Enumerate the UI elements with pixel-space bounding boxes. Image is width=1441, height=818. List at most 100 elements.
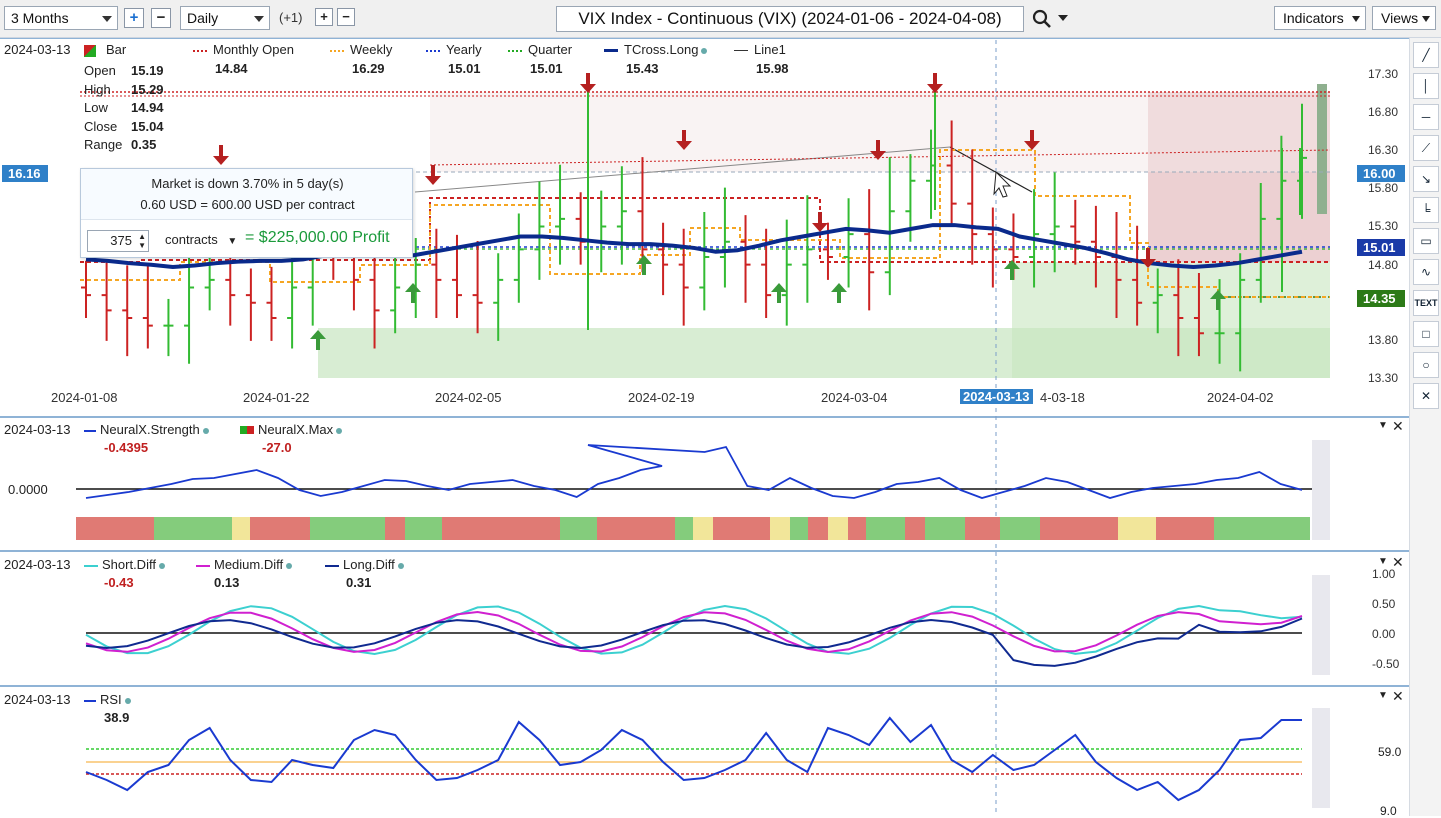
comment-icon[interactable]: ▭: [1413, 228, 1439, 254]
neural-max-band: [154, 517, 232, 540]
line-tool-icon[interactable]: ╱: [1413, 42, 1439, 68]
remove-button[interactable]: −: [337, 8, 355, 26]
settings-dot-icon[interactable]: [397, 562, 404, 569]
signal-arrow: [1010, 268, 1014, 280]
price-tag-line1: 16.00: [1357, 165, 1405, 182]
zoom-out-button[interactable]: −: [151, 8, 171, 28]
panel-menu-icon[interactable]: ▼: [1378, 420, 1388, 431]
interval-label: Daily: [187, 10, 219, 26]
diff-y-tick: 1.00: [1372, 567, 1396, 581]
x-tick-label: 2024-01-22: [243, 390, 310, 405]
series-swatch: [330, 49, 344, 52]
search-icon[interactable]: [1032, 9, 1054, 29]
legend-item-bar: Bar: [84, 42, 126, 57]
text-tool-icon[interactable]: TEXT: [1413, 290, 1439, 316]
price-tag-yearly: 15.01: [1357, 239, 1405, 256]
signal-arrow: [933, 73, 937, 85]
interval-select[interactable]: Daily: [180, 6, 270, 30]
add-button[interactable]: +: [315, 8, 333, 26]
fib-tool-icon[interactable]: ╘: [1413, 197, 1439, 223]
neural-max-band: [1214, 517, 1310, 540]
signal-arrow: [831, 283, 847, 292]
close-icon[interactable]: ✕: [1392, 554, 1404, 570]
signal-arrow: [411, 291, 415, 303]
delete-drawings-icon[interactable]: ✕: [1413, 383, 1439, 409]
toolbar: 3 Months + − Daily (+1) + − VIX Index - …: [0, 0, 1441, 38]
series-swatch: [426, 49, 440, 52]
vertical-scroll: [1317, 84, 1327, 214]
vertical-line-icon[interactable]: │: [1413, 73, 1439, 99]
views-button[interactable]: Views: [1372, 6, 1436, 30]
zoom-in-button[interactable]: +: [124, 8, 144, 28]
close-icon[interactable]: ✕: [1392, 688, 1404, 704]
neural-max-band: [675, 517, 693, 540]
arrow-tool-icon[interactable]: ↘: [1413, 166, 1439, 192]
curve-tool-icon[interactable]: ∿: [1413, 259, 1439, 285]
settings-dot-icon[interactable]: [336, 427, 343, 434]
signal-arrow: [642, 263, 646, 275]
legend-item-monthly-open: Monthly Open: [193, 42, 294, 57]
circle-tool-icon[interactable]: ○: [1413, 352, 1439, 378]
ray-tool-icon[interactable]: ⟋: [1413, 135, 1439, 161]
signal-arrow: [586, 73, 590, 85]
panel-menu-icon[interactable]: ▼: [1378, 690, 1388, 701]
resistance-zone: [430, 92, 1330, 172]
series-swatch: [196, 564, 210, 567]
signal-arrow: [876, 140, 880, 152]
series-swatch: [193, 49, 207, 52]
neural-max-band: [1000, 517, 1040, 540]
stepper-icon[interactable]: ▲ ▼: [138, 232, 146, 250]
search-dropdown-icon[interactable]: [1058, 15, 1068, 21]
x-tick-label: 2024-03-04: [821, 390, 888, 405]
views-label: Views: [1381, 10, 1419, 26]
series-swatch: [84, 429, 96, 432]
neural-max-band: [828, 517, 848, 540]
medium-diff-line: [85, 610, 1303, 654]
signal-arrow: [777, 291, 781, 303]
tcross-long-line: [85, 223, 1303, 270]
indicators-button[interactable]: Indicators: [1274, 6, 1366, 30]
settings-dot-icon[interactable]: [286, 562, 293, 569]
signal-arrow: [771, 283, 787, 292]
ohlc-high: High 15.29: [84, 81, 164, 97]
period-select[interactable]: 3 Months: [4, 6, 118, 30]
neural-max-band: [808, 517, 828, 540]
neural-max-band: [250, 517, 310, 540]
main-date: 2024-03-13: [4, 42, 71, 57]
settings-dot-icon[interactable]: [701, 47, 708, 54]
price-tag-support: 14.35: [1357, 290, 1405, 307]
neural-max-band: [790, 517, 808, 540]
settings-dot-icon[interactable]: [124, 697, 131, 704]
signal-arrow: [1004, 260, 1020, 269]
neural-max-band: [1040, 517, 1118, 540]
y-tick-label: 15.30: [1368, 219, 1399, 233]
panel-menu-icon[interactable]: ▼: [1378, 556, 1388, 567]
x-tick-label: 2024-04-02: [1207, 390, 1274, 405]
contracts-quantity-input[interactable]: 375 ▲ ▼: [87, 230, 149, 252]
rectangle-tool-icon[interactable]: □: [1413, 321, 1439, 347]
horizontal-line-icon[interactable]: ─: [1413, 104, 1439, 130]
signal-arrow: [676, 141, 692, 150]
legend-value: 15.43: [626, 61, 659, 76]
diff-y-tick: -0.50: [1372, 657, 1400, 671]
short-diff-value: -0.43: [104, 575, 134, 590]
settings-dot-icon[interactable]: [202, 427, 209, 434]
diff-y-tick: 0.50: [1372, 597, 1396, 611]
unit-select[interactable]: contracts ▼: [165, 232, 238, 247]
chevron-down-icon: [102, 16, 112, 22]
chart-canvas[interactable]: [0, 0, 1409, 816]
short-diff-legend: Short.Diff: [84, 557, 165, 572]
crosshair-price-tag: 16.16: [2, 165, 48, 182]
neural-max-value: -27.0: [262, 440, 292, 455]
signal-arrow: [927, 84, 943, 93]
settings-dot-icon[interactable]: [158, 562, 165, 569]
symbol-title[interactable]: VIX Index - Continuous (VIX) (2024-01-06…: [556, 6, 1024, 32]
close-icon[interactable]: ✕: [1392, 418, 1404, 434]
panel-scroll: [1312, 708, 1330, 808]
rsi-y-9: 9.0: [1380, 804, 1397, 818]
signal-arrow: [1030, 130, 1034, 142]
neural-max-band: [848, 517, 866, 540]
popup-value-text: 0.60 USD = 600.00 USD per contract: [140, 197, 355, 212]
x-tick-label: 2024-02-19: [628, 390, 695, 405]
weekly-line: [80, 149, 1330, 298]
